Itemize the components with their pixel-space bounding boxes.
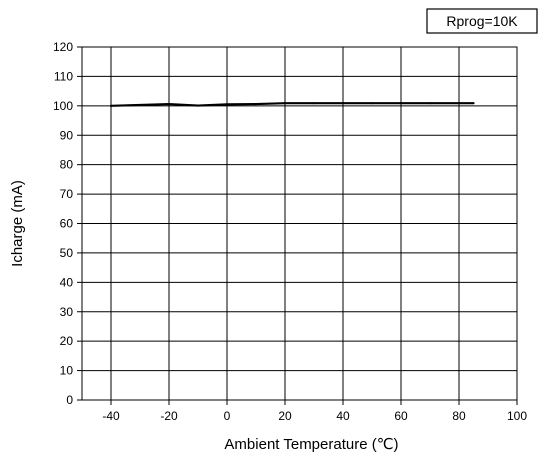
data-point	[283, 102, 287, 105]
y-tick-label: 20	[60, 334, 74, 348]
data-point	[196, 104, 200, 107]
y-axis: 0 10 20 30 40 50 60 70 80 90 100 110 120	[53, 40, 82, 407]
x-tick-label: -20	[160, 409, 178, 423]
series-group	[109, 102, 475, 107]
data-point	[225, 103, 229, 106]
y-tick-label: 80	[60, 158, 74, 172]
y-axis-label: Icharge (mA)	[9, 180, 26, 267]
x-tick-label: 80	[452, 409, 466, 423]
y-tick-label: 30	[60, 305, 74, 319]
data-point	[341, 102, 345, 105]
x-tick-label: 100	[507, 409, 527, 423]
x-tick-label: 20	[278, 409, 292, 423]
y-tick-label: 100	[53, 99, 73, 113]
y-tick-label: 90	[60, 128, 74, 142]
data-point	[457, 102, 461, 105]
y-tick-label: 120	[53, 40, 73, 54]
annotation-text: Rprog=10K	[446, 13, 518, 29]
annotation-box	[426, 8, 538, 34]
y-tick-label: 10	[60, 364, 74, 378]
y-tick-label: 40	[60, 275, 74, 289]
x-tick-label: 0	[224, 409, 231, 423]
y-tick-label: 60	[60, 217, 74, 231]
x-tick-label: -40	[102, 409, 120, 423]
series-line	[110, 102, 474, 107]
x-tick-label: 40	[336, 409, 350, 423]
data-point	[428, 102, 432, 105]
data-point	[399, 102, 403, 105]
data-point	[109, 104, 113, 107]
data-point	[312, 102, 316, 105]
y-tick-label: 0	[66, 393, 73, 407]
y-tick-label: 50	[60, 246, 74, 260]
data-point	[370, 102, 374, 105]
x-tick-label: 60	[394, 409, 408, 423]
x-axis: -40 -20 0 20 40 60 80 100	[102, 400, 527, 423]
y-tick-label: 70	[60, 187, 74, 201]
x-axis-label: Ambient Temperature (℃)	[224, 436, 398, 453]
y-tick-label: 110	[54, 69, 73, 83]
data-point	[138, 103, 142, 107]
data-point	[167, 102, 171, 106]
data-point	[254, 102, 258, 106]
data-point	[472, 102, 475, 105]
